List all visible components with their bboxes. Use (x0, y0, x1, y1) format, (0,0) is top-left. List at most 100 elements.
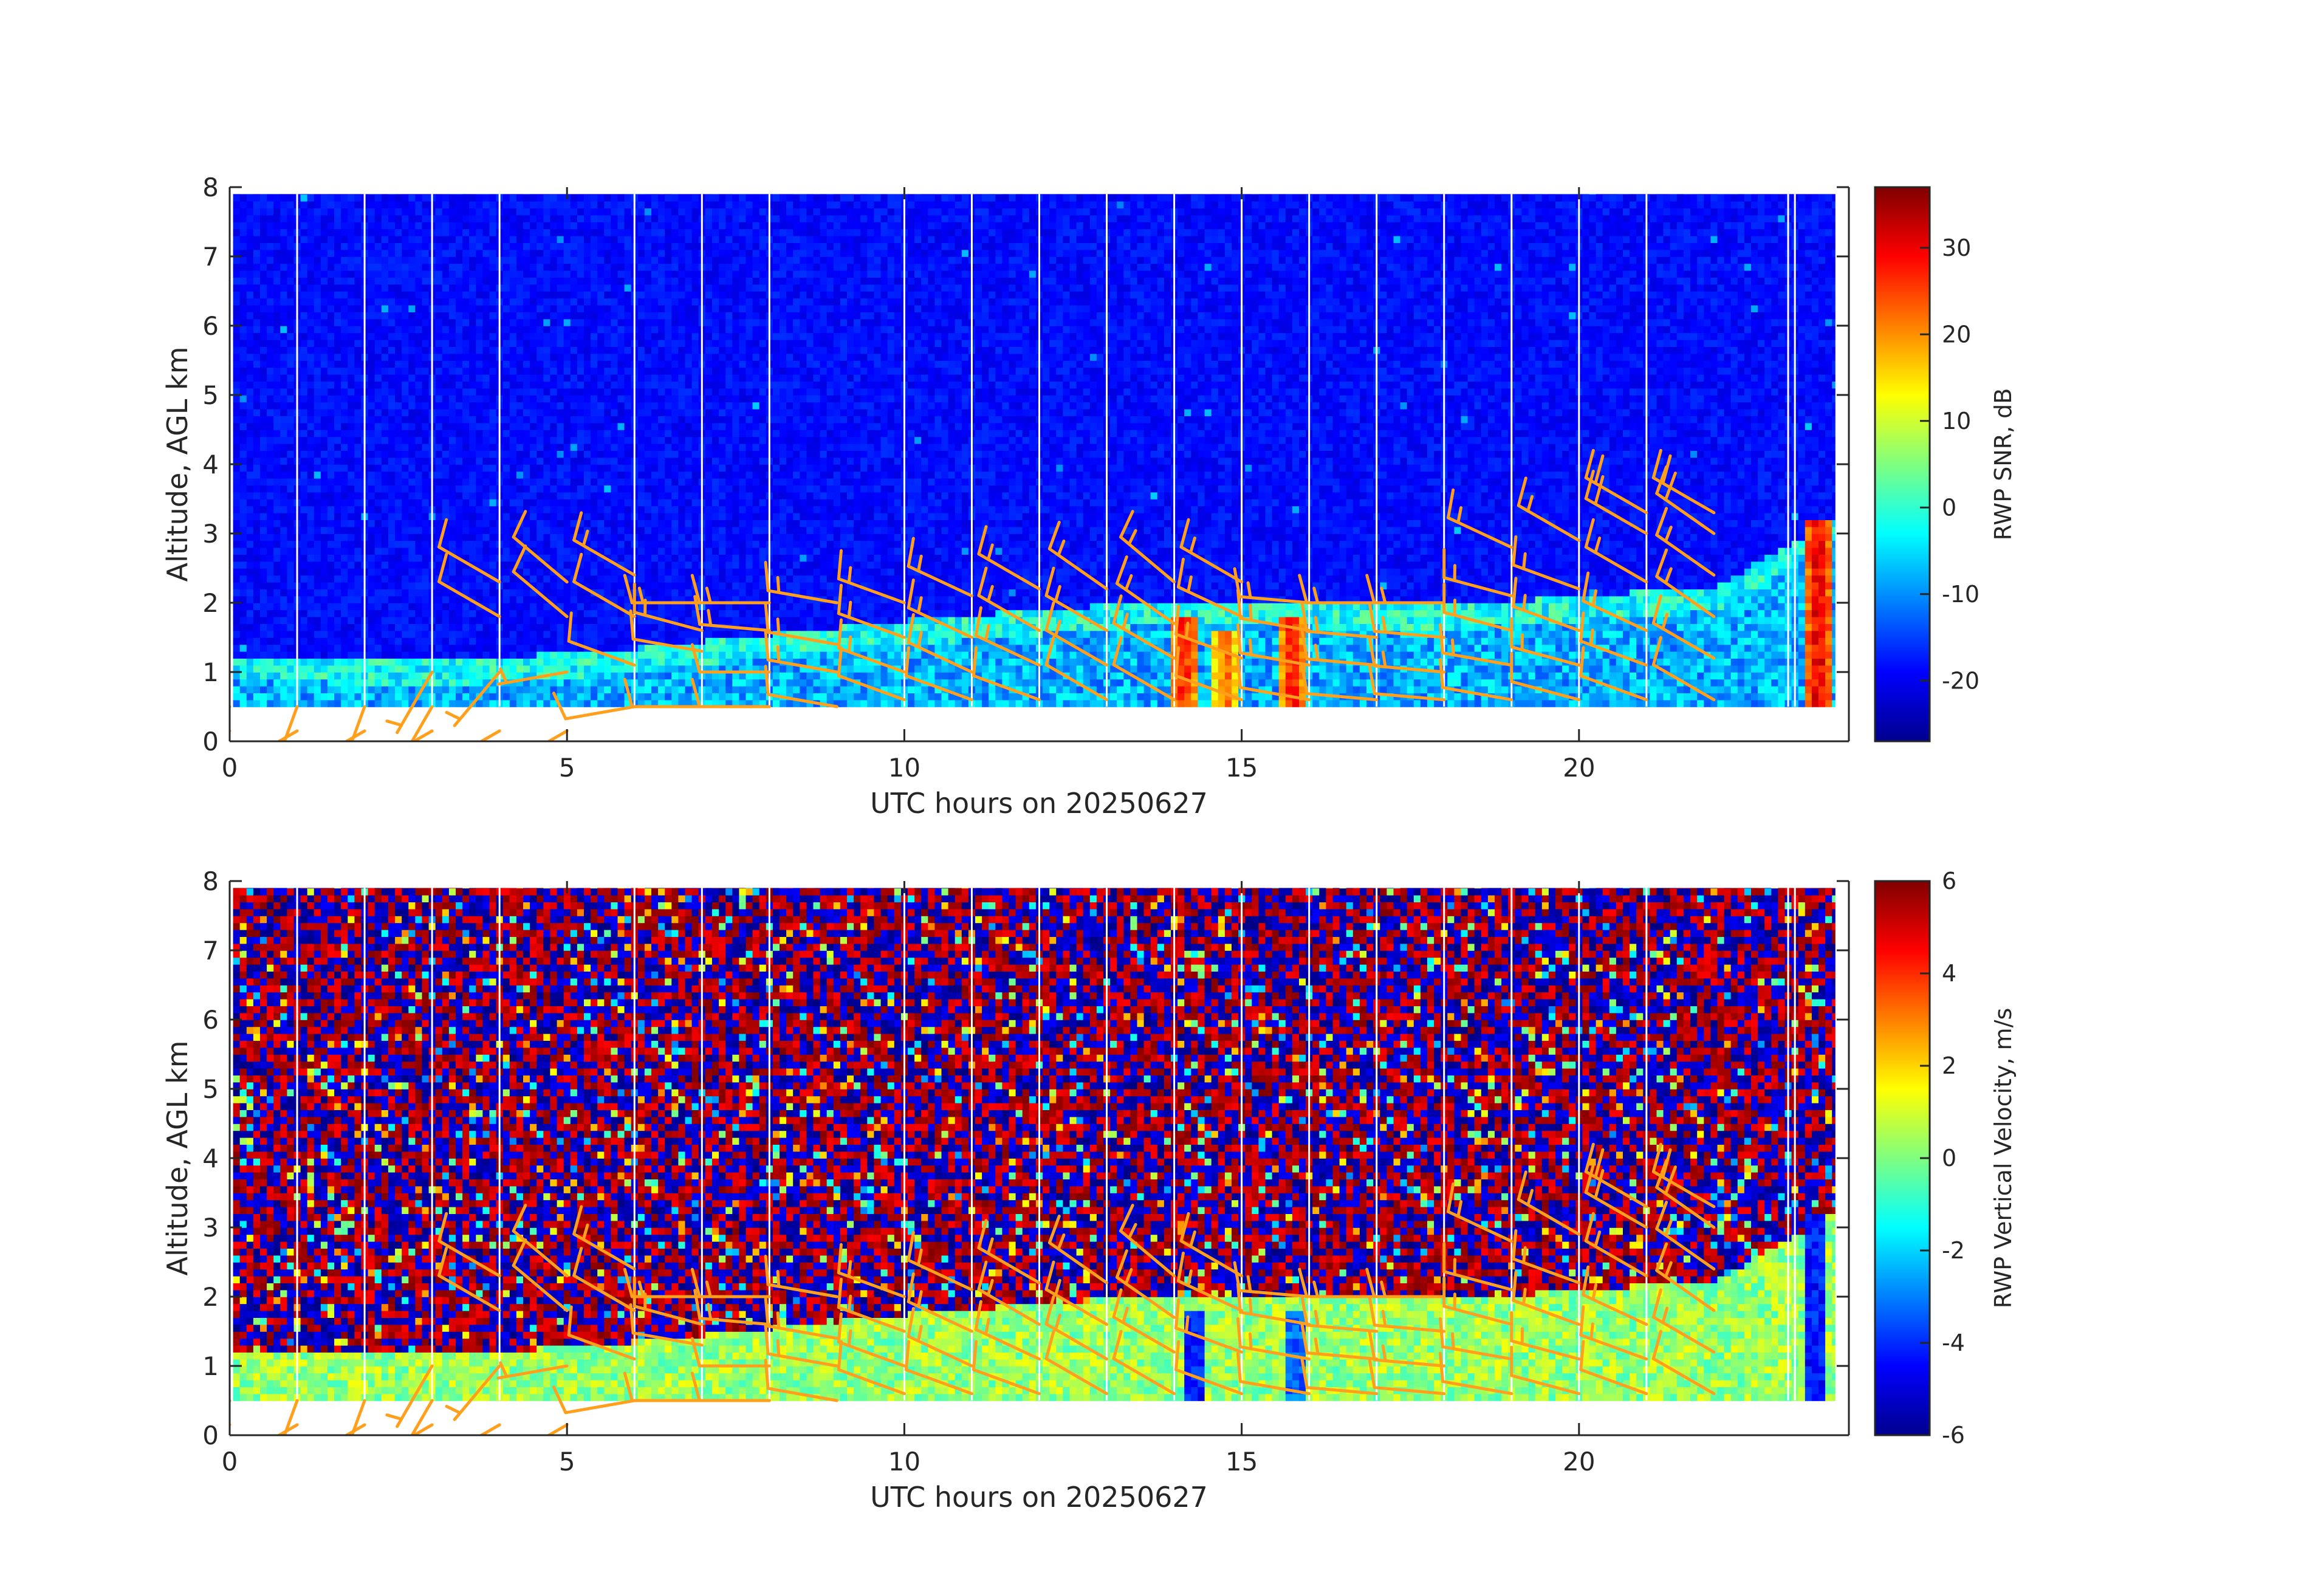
heatmap-cell (267, 693, 274, 701)
heatmap-cell (422, 270, 430, 278)
heatmap-cell (665, 201, 673, 208)
heatmap-cell (624, 471, 632, 479)
heatmap-cell (320, 402, 328, 410)
heatmap-cell (557, 277, 564, 285)
heatmap-cell (543, 478, 551, 485)
heatmap-cell (287, 304, 295, 312)
heatmap-cell (489, 395, 497, 403)
heatmap-cell (624, 284, 632, 292)
heatmap-cell (530, 679, 537, 687)
heatmap-cell (550, 318, 558, 326)
heatmap-cell (543, 270, 551, 278)
heatmap-cell (435, 277, 443, 285)
heatmap-cell (665, 312, 673, 320)
heatmap-cell (651, 256, 659, 264)
heatmap-cell (253, 679, 261, 687)
heatmap-cell (469, 609, 477, 617)
heatmap-cell (354, 589, 362, 597)
heatmap-cell (557, 222, 564, 230)
heatmap-cell (381, 699, 389, 707)
heatmap-cell (543, 208, 551, 216)
heatmap-cell (348, 575, 355, 583)
heatmap-cell (395, 214, 402, 222)
heatmap-cell (300, 326, 308, 334)
heatmap-cell (577, 402, 584, 410)
heatmap-cell (651, 430, 659, 437)
heatmap-cell (300, 512, 308, 520)
heatmap-cell (415, 326, 423, 334)
heatmap-cell (300, 540, 308, 548)
heatmap-cell (543, 547, 551, 555)
heatmap-cell (314, 581, 321, 589)
heatmap-cell (671, 554, 679, 562)
heatmap-cell (536, 214, 544, 222)
heatmap-cell (651, 623, 659, 631)
heatmap-cell (435, 430, 443, 437)
heatmap-cell (665, 526, 673, 534)
heatmap-cell (320, 408, 328, 416)
heatmap-cell (604, 637, 612, 645)
heatmap-cell (570, 201, 578, 208)
heatmap-cell (456, 201, 463, 208)
heatmap-cell (260, 326, 267, 334)
heatmap-cell (644, 367, 652, 375)
heatmap-cell (665, 326, 673, 334)
heatmap-cell (462, 499, 470, 507)
heatmap-cell (422, 471, 430, 479)
heatmap-cell (253, 644, 261, 652)
heatmap-cell (557, 298, 564, 306)
heatmap-cell (469, 644, 477, 652)
heatmap-cell (314, 222, 321, 230)
heatmap-cell (637, 616, 645, 624)
heatmap-cell (516, 318, 524, 326)
heatmap-cell (644, 533, 652, 541)
heatmap-cell (570, 194, 578, 202)
heatmap-cell (502, 492, 510, 499)
heatmap-cell (327, 422, 335, 430)
heatmap-cell (381, 222, 389, 230)
heatmap-cell (591, 520, 598, 527)
heatmap-cell (408, 284, 416, 292)
heatmap-cell (658, 561, 665, 569)
heatmap-cell (665, 540, 673, 548)
heatmap-cell (502, 395, 510, 403)
heatmap-cell (239, 374, 247, 382)
heatmap-cell (320, 422, 328, 430)
heatmap-cell (577, 457, 584, 465)
heatmap-cell (239, 270, 247, 278)
heatmap-cell (611, 388, 619, 396)
heatmap-cell (637, 568, 645, 576)
heatmap-cell (637, 326, 645, 334)
heatmap-cell (462, 630, 470, 638)
heatmap-cell (388, 554, 396, 562)
heatmap-cell (523, 346, 530, 354)
heatmap-cell (415, 512, 423, 520)
heatmap-cell (563, 471, 571, 479)
heatmap-cell (637, 194, 645, 202)
heatmap-cell (651, 561, 659, 569)
heatmap-cell (314, 471, 321, 479)
heatmap-cell (456, 408, 463, 416)
heatmap-cell (307, 658, 315, 666)
heatmap-cell (267, 609, 274, 617)
heatmap-cell (253, 298, 261, 306)
heatmap-cell (253, 367, 261, 375)
heatmap-cell (482, 485, 490, 493)
heatmap-cell (651, 416, 659, 424)
heatmap-cell (550, 554, 558, 562)
heatmap-cell (502, 194, 510, 202)
heatmap-cell (435, 630, 443, 638)
heatmap-cell (624, 270, 632, 278)
heatmap-cell (482, 693, 490, 701)
heatmap-cell (239, 242, 247, 250)
heatmap-cell (368, 422, 375, 430)
heatmap-cell (395, 277, 402, 285)
heatmap-cell (233, 699, 241, 707)
heatmap-cell (658, 540, 665, 548)
heatmap-cell (273, 554, 281, 562)
heatmap-cell (462, 318, 470, 326)
heatmap-cell (570, 623, 578, 631)
heatmap-cell (395, 644, 402, 652)
heatmap-cell (334, 540, 341, 548)
heatmap-cell (374, 208, 382, 216)
